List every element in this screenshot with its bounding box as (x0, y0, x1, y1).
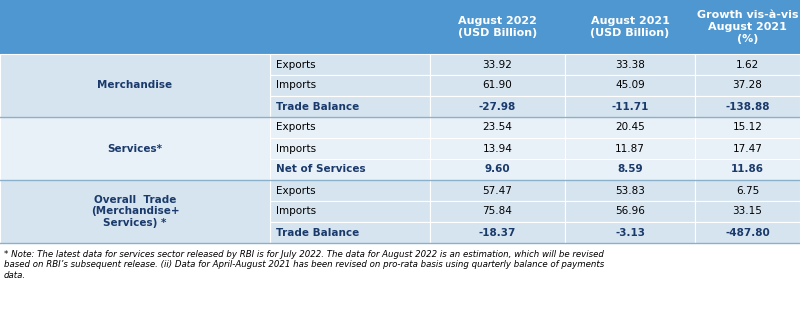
Bar (565, 180, 695, 201)
Bar (430, 0, 565, 54)
Bar (430, 138, 565, 159)
Text: 45.09: 45.09 (615, 80, 645, 90)
Bar (270, 159, 430, 180)
Text: 37.28: 37.28 (733, 80, 762, 90)
Bar (430, 180, 565, 201)
Text: -27.98: -27.98 (479, 101, 516, 111)
Bar (430, 159, 565, 180)
Bar (695, 96, 800, 117)
Bar (695, 222, 800, 243)
Text: 23.54: 23.54 (482, 122, 513, 133)
Text: Imports: Imports (276, 207, 316, 216)
Bar (695, 0, 800, 54)
Bar (270, 0, 430, 54)
Text: Exports: Exports (276, 186, 316, 196)
Bar (695, 54, 800, 75)
Text: 75.84: 75.84 (482, 207, 513, 216)
Text: 20.45: 20.45 (615, 122, 645, 133)
Text: Net of Services: Net of Services (276, 165, 366, 175)
Bar (430, 54, 565, 75)
Text: 15.12: 15.12 (733, 122, 762, 133)
Bar (270, 117, 430, 138)
Text: August 2021
(USD Billion): August 2021 (USD Billion) (590, 16, 670, 38)
Bar (270, 96, 430, 117)
Bar (565, 54, 695, 75)
Bar (695, 159, 800, 180)
Text: 8.59: 8.59 (617, 165, 643, 175)
Text: 61.90: 61.90 (482, 80, 512, 90)
Text: Imports: Imports (276, 80, 316, 90)
Text: Overall  Trade
(Merchandise+
Services) *: Overall Trade (Merchandise+ Services) * (90, 195, 179, 228)
Bar (0, 117, 270, 180)
Text: 17.47: 17.47 (733, 143, 762, 154)
Bar (695, 75, 800, 96)
Text: -11.71: -11.71 (611, 101, 649, 111)
Bar (565, 138, 695, 159)
Bar (270, 180, 430, 201)
Bar (565, 201, 695, 222)
Text: 11.87: 11.87 (615, 143, 645, 154)
Bar (430, 117, 565, 138)
Bar (695, 117, 800, 138)
Text: 13.94: 13.94 (482, 143, 513, 154)
Text: -18.37: -18.37 (479, 228, 516, 237)
Bar (695, 201, 800, 222)
Bar (565, 222, 695, 243)
Text: 6.75: 6.75 (736, 186, 759, 196)
Text: 11.86: 11.86 (731, 165, 764, 175)
Bar (270, 138, 430, 159)
Text: 33.15: 33.15 (733, 207, 762, 216)
Text: -138.88: -138.88 (726, 101, 770, 111)
Text: * Note: The latest data for services sector released by RBI is for July 2022. Th: * Note: The latest data for services sec… (4, 250, 604, 280)
Bar (430, 75, 565, 96)
Bar (430, 201, 565, 222)
Bar (270, 222, 430, 243)
Bar (270, 54, 430, 75)
Bar (565, 75, 695, 96)
Text: Services*: Services* (107, 143, 162, 154)
Text: 56.96: 56.96 (615, 207, 645, 216)
Text: August 2022
(USD Billion): August 2022 (USD Billion) (458, 16, 537, 38)
Text: Exports: Exports (276, 122, 316, 133)
Bar (695, 180, 800, 201)
Text: 33.38: 33.38 (615, 59, 645, 69)
Text: Exports: Exports (276, 59, 316, 69)
Text: 1.62: 1.62 (736, 59, 759, 69)
Bar (565, 96, 695, 117)
Text: -487.80: -487.80 (725, 228, 770, 237)
Text: Trade Balance: Trade Balance (276, 101, 359, 111)
Bar (430, 222, 565, 243)
Text: 57.47: 57.47 (482, 186, 513, 196)
Bar (430, 96, 565, 117)
Text: Imports: Imports (276, 143, 316, 154)
Bar (0, 54, 270, 117)
Bar (565, 117, 695, 138)
Bar (695, 138, 800, 159)
Text: Trade Balance: Trade Balance (276, 228, 359, 237)
Text: Merchandise: Merchandise (98, 80, 173, 90)
Bar (565, 0, 695, 54)
Text: Growth vis-à-vis
August 2021
(%): Growth vis-à-vis August 2021 (%) (697, 10, 798, 44)
Bar (0, 180, 270, 243)
Bar (0, 0, 270, 54)
Bar (270, 75, 430, 96)
Text: 9.60: 9.60 (485, 165, 510, 175)
Text: -3.13: -3.13 (615, 228, 645, 237)
Text: 53.83: 53.83 (615, 186, 645, 196)
Text: 33.92: 33.92 (482, 59, 513, 69)
Bar (270, 201, 430, 222)
Bar (565, 159, 695, 180)
